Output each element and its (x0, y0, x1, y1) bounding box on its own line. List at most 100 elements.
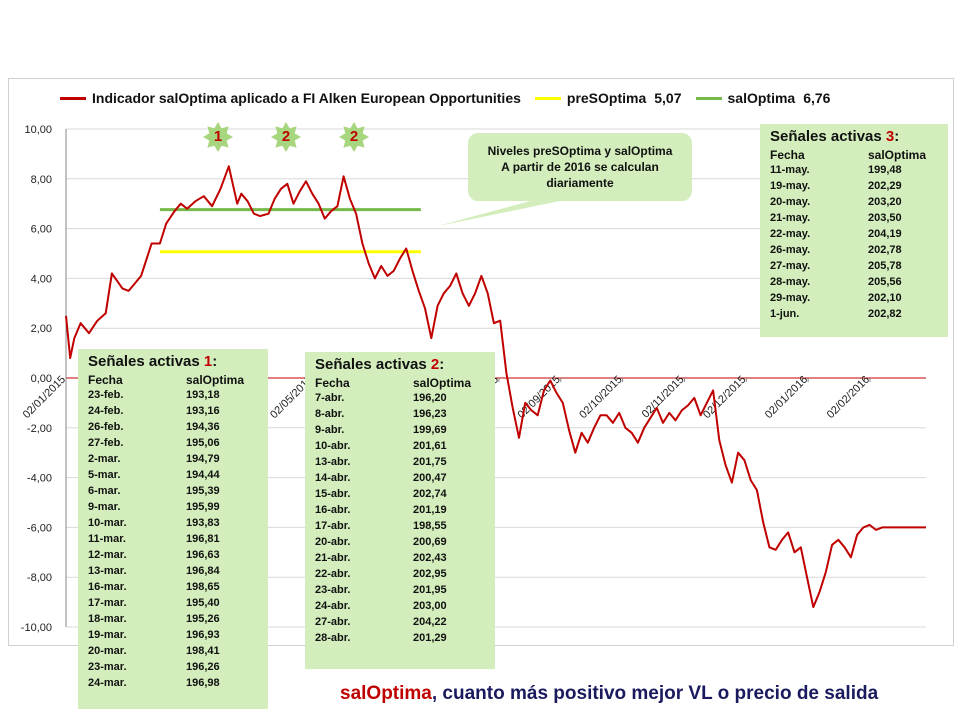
panel-header: Fecha salOptima (88, 373, 268, 387)
signal-value: 195,99 (186, 501, 220, 513)
panel-title-colon: : (894, 128, 900, 145)
signal-date: 23-mar. (88, 661, 127, 673)
signal-value: 202,82 (868, 308, 902, 320)
signal-date: 2-mar. (88, 453, 121, 465)
signal-row: 9-mar. 195,99 (88, 499, 268, 515)
signal-row: 17-abr. 198,55 (315, 518, 495, 534)
signal-date: 27-feb. (88, 437, 124, 449)
signal-date: 27-may. (770, 260, 811, 272)
signal-row: 18-mar. 195,26 (88, 611, 268, 627)
signal-row: 19-may. 202,29 (770, 178, 948, 194)
signal-value: 194,79 (186, 453, 220, 465)
signals-panel-2: Señales activas 2: Fecha salOptima 7-abr. 19… (305, 352, 495, 669)
signal-row: 17-mar. 195,40 (88, 595, 268, 611)
signal-row: 7-abr. 196,20 (315, 390, 495, 406)
signal-value: 194,36 (186, 421, 220, 433)
signal-value: 203,00 (413, 600, 447, 612)
panel-title-text: Señales activas (88, 353, 204, 370)
signal-row: 28-abr. 201,29 (315, 630, 495, 646)
y-tick-label: -8,00 (27, 572, 52, 584)
panel-header-cell: Fecha (315, 376, 350, 390)
signal-value: 202,10 (868, 292, 902, 304)
y-tick-label: 0,00 (31, 373, 52, 385)
signal-row: 26-feb. 194,36 (88, 419, 268, 435)
signal-value: 196,23 (413, 408, 447, 420)
signal-row: 10-mar. 193,83 (88, 515, 268, 531)
signal-value: 201,29 (413, 632, 447, 644)
signal-row: 23-abr. 201,95 (315, 582, 495, 598)
legend-item-preSOptima: preSOptima 5,07 (534, 90, 682, 106)
signal-date: 19-may. (770, 180, 811, 192)
y-tick-label: 8,00 (31, 174, 52, 186)
y-tick-label: -6,00 (27, 522, 52, 534)
signal-value: 195,26 (186, 613, 220, 625)
signal-row: 10-abr. 201,61 (315, 438, 495, 454)
signal-badge-2: 2 (271, 122, 301, 152)
signal-value: 205,78 (868, 260, 902, 272)
x-tick-label: 02/12/2015 (701, 374, 748, 421)
callout-note: Niveles preSOptima y salOptima A partir … (468, 133, 692, 201)
signal-row: 27-may. 205,78 (770, 258, 948, 274)
panel-title-colon: : (439, 356, 445, 373)
y-tick-label: -2,00 (27, 423, 52, 435)
signal-date: 22-abr. (315, 568, 351, 580)
signal-row: 15-abr. 202,74 (315, 486, 495, 502)
signal-date: 19-mar. (88, 629, 127, 641)
signal-value: 193,16 (186, 405, 220, 417)
y-tick-label: 4,00 (31, 273, 52, 285)
signal-value: 200,47 (413, 472, 447, 484)
series-line-salOptima (65, 165, 926, 609)
legend-label-series1: Indicador salOptima aplicado a FI Alken … (92, 90, 521, 106)
signal-date: 24-mar. (88, 677, 127, 689)
signal-row: 14-abr. 200,47 (315, 470, 495, 486)
signal-date: 27-abr. (315, 616, 351, 628)
callout-pointer (438, 201, 560, 226)
signal-value: 198,55 (413, 520, 447, 532)
signal-row: 11-may. 199,48 (770, 162, 948, 178)
signal-date: 13-abr. (315, 456, 351, 468)
signal-value: 195,06 (186, 437, 220, 449)
callout-line-2: A partir de 2016 se calculan (501, 160, 659, 174)
signal-date: 20-mar. (88, 645, 127, 657)
signal-row: 29-may. 202,10 (770, 290, 948, 306)
signal-date: 22-may. (770, 228, 811, 240)
signal-row: 22-abr. 202,95 (315, 566, 495, 582)
legend-item-salOptima: salOptima 6,76 (695, 90, 830, 106)
callout-line-3: diariamente (546, 176, 614, 190)
star-icon (271, 122, 301, 152)
signal-value: 204,22 (413, 616, 447, 628)
signal-row: 16-abr. 201,19 (315, 502, 495, 518)
panel-title-number: 1 (203, 353, 213, 370)
signal-row: 13-abr. 201,75 (315, 454, 495, 470)
legend-item-series1: Indicador salOptima aplicado a FI Alken … (60, 90, 521, 106)
signal-date: 28-abr. (315, 632, 351, 644)
signal-value: 200,69 (413, 536, 447, 548)
signal-date: 28-may. (770, 276, 811, 288)
signal-date: 12-mar. (88, 549, 127, 561)
star-icon (339, 122, 369, 152)
signal-row: 1-jun. 202,82 (770, 306, 948, 322)
signal-row: 8-abr. 196,23 (315, 406, 495, 422)
signal-value: 195,40 (186, 597, 220, 609)
signal-badge-1: 1 (203, 122, 233, 152)
y-tick-label: 2,00 (31, 323, 52, 335)
signal-row: 23-mar. 196,26 (88, 659, 268, 675)
signal-row: 22-may. 204,19 (770, 226, 948, 242)
panel-title: Señales activas 1: (88, 353, 268, 370)
signal-value: 202,29 (868, 180, 902, 192)
footer-note: salOptima, cuanto más positivo mejor VL … (340, 683, 878, 705)
signal-date: 6-mar. (88, 485, 121, 497)
signal-value: 202,95 (413, 568, 447, 580)
signal-row: 6-mar. 195,39 (88, 483, 268, 499)
signal-row: 24-feb. 193,16 (88, 403, 268, 419)
signal-value: 196,84 (186, 565, 220, 577)
signal-badge-label: 2 (281, 128, 291, 145)
signal-date: 24-feb. (88, 405, 124, 417)
signal-date: 9-mar. (88, 501, 121, 513)
signal-value: 199,69 (413, 424, 447, 436)
signal-date: 10-mar. (88, 517, 127, 529)
signal-row: 20-may. 203,20 (770, 194, 948, 210)
signal-date: 23-abr. (315, 584, 351, 596)
legend-label-salOptima: salOptima (727, 90, 796, 106)
signal-date: 26-feb. (88, 421, 124, 433)
